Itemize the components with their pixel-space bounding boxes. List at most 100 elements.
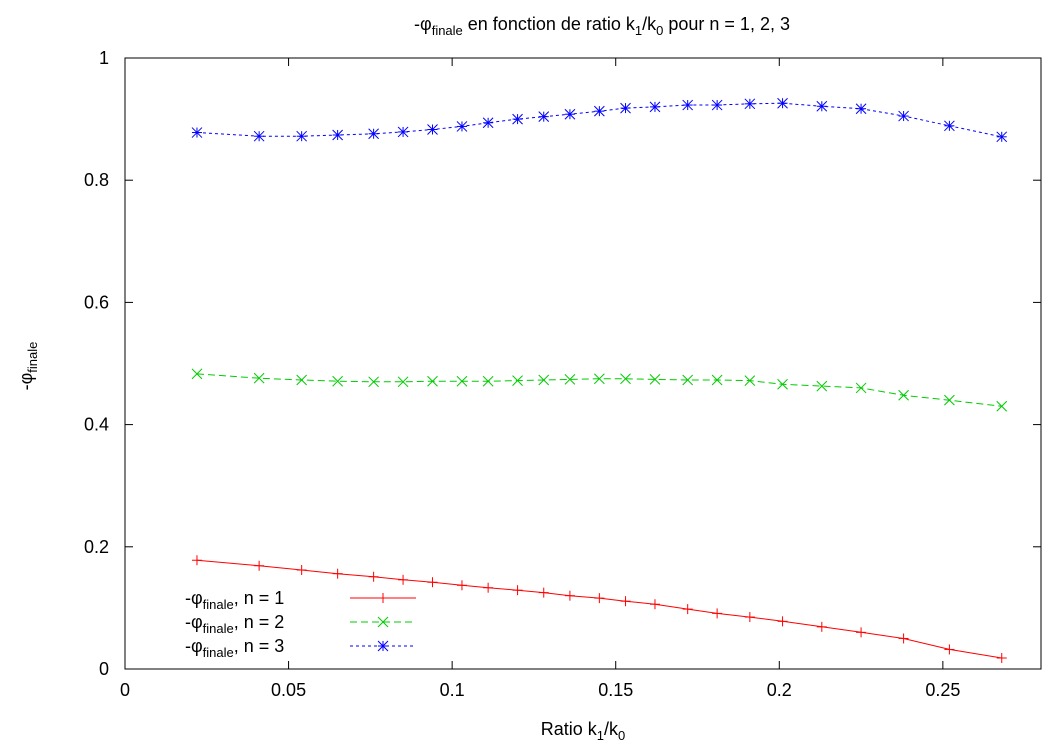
data-point xyxy=(512,375,523,386)
data-point xyxy=(777,97,788,109)
data-point xyxy=(397,376,409,388)
data-point xyxy=(483,582,494,593)
data-point xyxy=(649,101,661,113)
ylabel-prefix: -φ xyxy=(16,373,36,391)
data-point xyxy=(944,120,955,132)
y-tick-label: 0.2 xyxy=(84,537,109,557)
data-point xyxy=(456,580,467,591)
series-2 xyxy=(191,368,1008,412)
data-point xyxy=(996,653,1007,664)
data-point xyxy=(254,560,265,571)
title-subscript-1: 1 xyxy=(635,23,642,38)
data-point xyxy=(620,373,631,385)
data-point xyxy=(594,105,605,117)
data-point xyxy=(377,640,389,652)
data-point xyxy=(368,571,379,582)
title-suffix: pour n = 1, 2, 3 xyxy=(663,14,790,34)
series-line xyxy=(196,102,1002,138)
legend-label: -φfinale, n = 2 xyxy=(185,612,284,636)
data-point xyxy=(427,124,438,135)
data-point xyxy=(427,577,438,588)
data-point xyxy=(296,565,307,576)
y-tick-label: 0.4 xyxy=(84,415,109,435)
data-point xyxy=(594,373,605,385)
xlabel-text: Ratio k xyxy=(541,719,598,739)
plot-frame xyxy=(124,57,1042,670)
x-axis: 0 0.05 0.1 0.15 0.2 0.25 xyxy=(120,58,960,700)
data-point xyxy=(996,131,1008,143)
data-point xyxy=(816,621,827,632)
data-point xyxy=(855,103,867,115)
y-tick-label: 1 xyxy=(99,48,109,68)
data-point xyxy=(368,128,379,140)
data-point xyxy=(296,374,308,386)
data-point xyxy=(456,375,468,387)
x-tick-label: 0 xyxy=(120,680,130,700)
data-point xyxy=(649,374,661,385)
data-point xyxy=(620,596,631,607)
data-point xyxy=(856,627,867,638)
xlabel-subscript-1: 1 xyxy=(597,728,604,743)
data-point xyxy=(777,616,788,627)
data-point xyxy=(898,633,909,644)
data-point xyxy=(332,568,343,579)
data-point xyxy=(296,130,308,142)
data-point xyxy=(253,372,265,384)
title-middle: en fonction de ratio k xyxy=(463,14,636,34)
y-axis-label: -φfinale xyxy=(16,342,40,391)
data-point xyxy=(482,117,494,129)
xlabel-subscript-0: 0 xyxy=(618,728,625,743)
ylabel-subscript: finale xyxy=(25,342,40,373)
data-point xyxy=(649,599,660,610)
data-point xyxy=(512,113,523,125)
data-point xyxy=(191,127,203,138)
x-tick-label: 0.2 xyxy=(767,680,792,700)
data-point xyxy=(332,129,343,141)
data-point xyxy=(682,374,694,386)
legend-label: -φfinale, n = 3 xyxy=(185,636,284,660)
data-point xyxy=(538,111,550,123)
data-point xyxy=(427,375,438,387)
xlabel-slash: /k xyxy=(604,719,619,739)
series-line xyxy=(196,373,1002,407)
x-axis-label: Ratio k1/k0 xyxy=(541,719,626,743)
series-layer xyxy=(191,97,1008,664)
y-tick-label: 0.6 xyxy=(84,292,109,312)
legend: -φfinale, n = 1-φfinale, n = 2-φfinale, … xyxy=(185,588,416,660)
series-1 xyxy=(191,555,1007,664)
series-line xyxy=(196,559,1002,659)
chart-title: -φfinale en fonction de ratio k1/k0 pour… xyxy=(414,14,790,38)
data-point xyxy=(378,593,388,603)
data-point xyxy=(816,100,828,112)
data-point xyxy=(397,126,409,138)
data-point xyxy=(398,574,409,585)
data-point xyxy=(377,616,389,628)
data-point xyxy=(482,375,494,387)
data-point xyxy=(191,368,203,380)
data-point xyxy=(456,121,468,132)
data-point xyxy=(512,585,523,596)
data-point xyxy=(538,587,549,598)
data-point xyxy=(855,382,867,394)
data-point xyxy=(711,99,723,111)
title-subscript-0: 0 xyxy=(656,23,663,38)
y-tick-label: 0.8 xyxy=(84,170,109,190)
data-point xyxy=(996,400,1008,412)
data-point xyxy=(332,375,343,387)
data-point xyxy=(594,593,605,604)
y-axis: 0 0.2 0.4 0.6 0.8 1 xyxy=(84,48,1041,679)
data-point xyxy=(744,375,756,386)
data-point xyxy=(712,608,723,619)
title-prefix: -φ xyxy=(414,14,432,34)
data-point xyxy=(682,604,693,615)
data-point xyxy=(191,555,202,566)
data-point xyxy=(944,644,955,655)
x-tick-label: 0.05 xyxy=(271,680,306,700)
data-point xyxy=(564,108,576,120)
legend-label: -φfinale, n = 1 xyxy=(185,588,284,612)
data-point xyxy=(944,394,955,406)
data-point xyxy=(777,378,788,390)
data-point xyxy=(898,110,909,122)
x-tick-label: 0.1 xyxy=(440,680,465,700)
